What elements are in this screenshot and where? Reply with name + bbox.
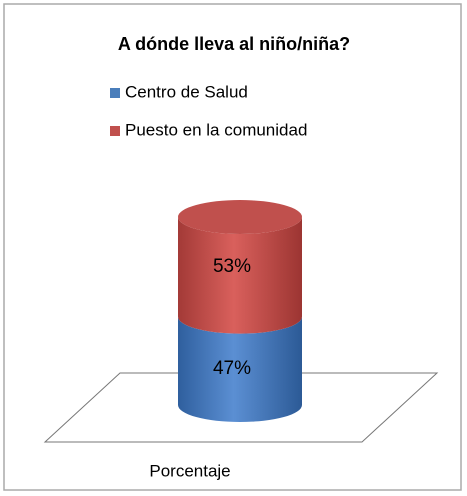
- legend-swatch: [110, 88, 120, 98]
- cylinder-segment: [178, 316, 302, 422]
- chart-title: A dónde lleva al niño/niña?: [118, 34, 350, 54]
- cylinder-top: [178, 200, 302, 234]
- data-label: 53%: [213, 256, 251, 277]
- legend-label: Centro de Salud: [125, 82, 248, 101]
- legend-label: Puesto en la comunidad: [125, 120, 307, 139]
- x-tick-label: Porcentaje: [149, 461, 230, 480]
- legend-swatch: [110, 126, 120, 136]
- cylinder-segment: [178, 217, 302, 334]
- data-label: 47%: [213, 358, 251, 379]
